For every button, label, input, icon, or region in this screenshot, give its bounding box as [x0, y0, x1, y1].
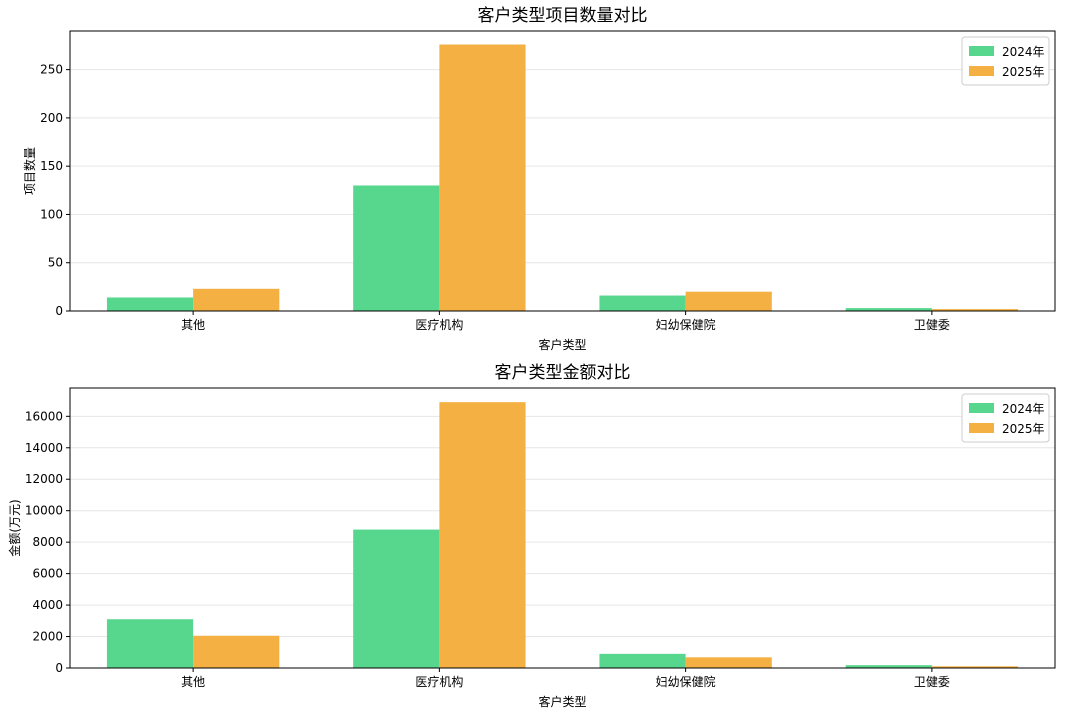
x-tick-label: 卫健委	[914, 318, 950, 332]
x-tick-label: 其他	[181, 318, 205, 332]
legend-label-2: 2025年	[1002, 422, 1045, 436]
legend-label-1: 2024年	[1002, 402, 1045, 416]
y-tick-label: 0	[55, 661, 63, 675]
legend-label-1: 2024年	[1002, 45, 1045, 59]
y-tick-label: 4000	[32, 598, 63, 612]
bar-2-1	[193, 635, 280, 668]
y-tick-label: 10000	[25, 504, 63, 518]
y-tick-label: 250	[40, 63, 63, 77]
legend-swatch-2	[969, 66, 994, 76]
bar-1-2	[353, 185, 440, 311]
bar-1-3	[599, 295, 686, 311]
y-tick-label: 16000	[25, 409, 63, 423]
bar-2-2	[439, 402, 526, 668]
bar-1-3	[599, 653, 686, 668]
bar-2-4	[931, 666, 1019, 668]
legend-swatch-2	[969, 423, 994, 433]
y-tick-label: 2000	[32, 630, 63, 644]
x-tick-label: 医疗机构	[415, 317, 463, 332]
x-tick-label: 卫健委	[914, 675, 950, 689]
bar-2-3	[685, 291, 772, 311]
chart-title: 客户类型项目数量对比	[478, 6, 648, 26]
bar-1-4	[845, 665, 932, 668]
y-axis-label: 金额(万元)	[7, 499, 22, 556]
legend: 2024年 2025年	[961, 393, 1050, 443]
plot-frame	[69, 387, 1056, 669]
x-tick-label: 其他	[181, 675, 205, 689]
bar-2-1	[193, 288, 280, 311]
legend-swatch-1	[969, 403, 994, 413]
bar-1-2	[353, 529, 440, 668]
x-tick-label: 妇幼保健院	[656, 675, 716, 689]
subplot-2: 0 2000 4000 6000 8000 10000 12000 14000 16000 其他 医…	[7, 363, 1056, 709]
y-axis-label: 项目数量	[22, 147, 37, 195]
x-axis-label: 客户类型	[538, 337, 586, 352]
bar-1-1	[106, 297, 194, 311]
y-tick-label: 0	[55, 304, 63, 318]
x-axis-label: 客户类型	[538, 694, 586, 709]
subplot-1: 0 50 100 150 200 250 其他 医疗机构 妇幼保健院 卫健委 客户类型项目数量对比客…	[22, 6, 1056, 352]
y-tick-label: 12000	[25, 472, 63, 486]
chart-title: 客户类型金额对比	[495, 363, 631, 383]
legend: 2024年 2025年	[961, 36, 1050, 86]
y-tick-label: 200	[40, 111, 63, 125]
y-tick-label: 150	[40, 159, 63, 173]
bar-1-4	[845, 308, 932, 311]
y-tick-label: 14000	[25, 441, 63, 455]
legend-swatch-1	[969, 46, 994, 56]
y-tick-label: 100	[40, 207, 63, 221]
plot-frame	[69, 30, 1056, 312]
bar-2-4	[931, 309, 1019, 311]
bar-2-3	[685, 657, 772, 668]
y-tick-label: 50	[48, 256, 63, 270]
x-tick-label: 妇幼保健院	[656, 318, 716, 332]
legend-label-2: 2025年	[1002, 65, 1045, 79]
y-tick-label: 6000	[32, 567, 63, 581]
y-tick-label: 8000	[32, 535, 63, 549]
x-tick-label: 医疗机构	[415, 674, 463, 689]
bar-1-1	[106, 619, 194, 668]
bar-2-2	[439, 44, 526, 311]
